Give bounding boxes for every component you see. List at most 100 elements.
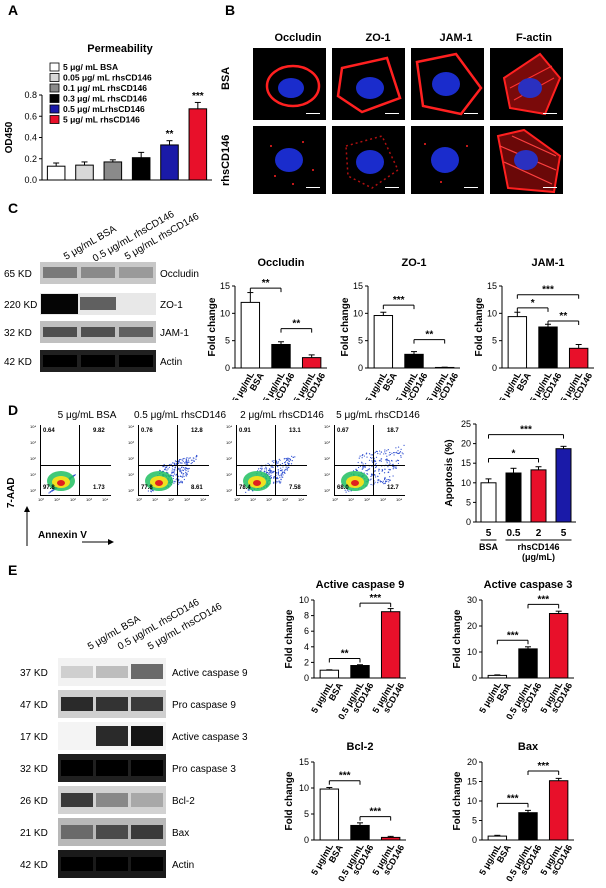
- e0-ytick-0: 0: [304, 673, 309, 683]
- kd-jam1: 32 KD: [4, 328, 32, 339]
- flow-dot-3-196: [386, 458, 388, 460]
- flow-title-3: 5 μg/mL rhsCD146: [336, 410, 420, 421]
- flow-dot-3-186: [368, 468, 371, 470]
- flow-ytick-1-0: 10⁰: [128, 488, 135, 493]
- e1-ylabel: Fold change: [452, 609, 463, 668]
- flow-dot-2-81: [265, 469, 268, 471]
- flow-dot-1-215: [175, 479, 177, 481]
- flow-dot-0-226: [51, 490, 53, 492]
- flow-quadrant-1-2: 77.8: [141, 485, 153, 491]
- flow-dot-1-58: [183, 475, 185, 478]
- flow-quadrant-1-1: 12.8: [191, 428, 203, 434]
- kd-e-3: 32 KD: [20, 764, 48, 775]
- micro-col-occludin: Occludin: [274, 32, 322, 44]
- flow-dot-3-9: [386, 462, 388, 464]
- flow-dot-3-81: [395, 467, 397, 469]
- c0-sig-0: **: [262, 278, 270, 289]
- flow-dot-2-179: [284, 463, 287, 465]
- flow-dot-2-259: [281, 471, 284, 473]
- flow-dot-2-194: [275, 477, 278, 480]
- kd-e-6: 42 KD: [20, 860, 48, 871]
- flow-dot-1-42: [187, 468, 189, 470]
- flow-dot-1-178: [172, 462, 174, 464]
- c0-bar-0: [240, 301, 261, 369]
- flow-dot-3-183: [400, 448, 402, 450]
- flow-dot-3-149: [380, 480, 383, 483]
- e1-ytick-3: 30: [467, 595, 477, 605]
- flow-xtick-2-1: 10¹: [250, 497, 256, 502]
- flow-dot-2-128: [273, 460, 275, 462]
- flow-dot-2-170: [284, 470, 286, 472]
- flow-dot-3-223: [356, 469, 358, 472]
- flow-dot-3-116: [396, 451, 398, 453]
- flow-dot-1-179: [186, 473, 188, 475]
- a-legend-swatch-0: [49, 62, 60, 72]
- flow-dot-1-69: [171, 472, 173, 474]
- flow-dot-1-200: [187, 470, 189, 472]
- flow-dot-2-208: [284, 461, 287, 463]
- flow-core-inner-2: [253, 480, 261, 486]
- flow-dot-3-0: [366, 456, 368, 458]
- flow-dot-3-240: [378, 460, 381, 462]
- flow-dot-3-193: [393, 452, 395, 454]
- flow-dot-2-234: [273, 461, 275, 464]
- flow-dot-1-248: [150, 490, 152, 492]
- flow-dot-2-171: [277, 466, 279, 468]
- flow-ytick-0-4: 10⁴: [30, 424, 37, 429]
- flow-dot-2-152: [277, 473, 279, 475]
- flow-dot-1-190: [173, 468, 175, 471]
- flow-density-3: [341, 444, 405, 493]
- flow-dot-2-162: [267, 469, 270, 472]
- flow-dot-1-84: [189, 457, 191, 459]
- flow-dot-3-148: [384, 477, 386, 480]
- flow-dot-2-97: [287, 466, 289, 469]
- flow-quadrant-1-3: 8.61: [191, 485, 203, 491]
- flow-dot-1-129: [190, 462, 192, 465]
- flow-dot-3-232: [379, 450, 381, 452]
- flow-dot-1-230: [185, 475, 187, 477]
- flow-dot-3-32: [378, 473, 381, 475]
- flow-dot-0-255: [73, 474, 75, 476]
- e3-sig-1: ***: [537, 761, 549, 772]
- a-ytick-3: 0.6: [24, 111, 37, 121]
- e1-ytick-1: 10: [467, 647, 477, 657]
- e3-sig-0: ***: [507, 793, 519, 804]
- flow-dot-2-103: [275, 460, 277, 462]
- flow-dot-1-176: [180, 469, 182, 472]
- flow-dot-3-217: [395, 447, 397, 449]
- flow-dot-1-63: [177, 483, 180, 485]
- flow-dot-3-221: [365, 469, 367, 472]
- panel-label-d: D: [8, 402, 19, 418]
- flow-dot-1-152: [186, 472, 188, 474]
- a-ylabel: OD450: [4, 121, 15, 153]
- flow-quadrant-0-2: 97.8: [43, 485, 55, 491]
- flow-dot-3-13: [384, 451, 386, 453]
- flow-dot-3-36: [368, 459, 371, 461]
- flow-dot-3-123: [374, 481, 376, 483]
- d-bar-3: [555, 448, 572, 523]
- a-ytick-1: 0.2: [24, 154, 37, 164]
- flow-dot-2-207: [259, 467, 261, 469]
- flow-dot-1-82: [188, 461, 190, 463]
- flow-density-1: [145, 454, 198, 493]
- flow-dot-1-88: [195, 458, 197, 460]
- flow-ytick-2-0: 10⁰: [226, 488, 233, 493]
- flow-dot-2-67: [272, 482, 275, 484]
- flow-dot-3-219: [397, 462, 400, 465]
- c2-bar-2: [568, 347, 589, 369]
- c0-title: Occludin: [257, 257, 304, 269]
- flow-dot-3-2: [348, 490, 350, 492]
- flow-dot-2-246: [277, 474, 279, 476]
- flow-dot-3-242: [381, 470, 383, 472]
- flow-dot-1-254: [164, 469, 166, 471]
- flow-dot-1-149: [174, 462, 176, 464]
- e0-ytick-4: 8: [304, 611, 309, 621]
- flow-dot-1-207: [175, 473, 178, 475]
- flow-dot-1-228: [174, 466, 176, 469]
- c2-ytick-0: 0: [492, 363, 497, 373]
- flow-dot-2-201: [287, 459, 289, 461]
- flow-xtick-3-0: 10⁰: [332, 497, 339, 502]
